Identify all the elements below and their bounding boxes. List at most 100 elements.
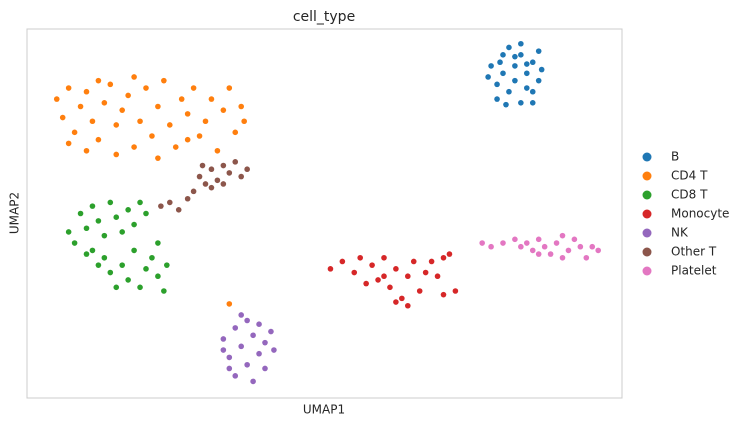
point (95, 262, 102, 268)
point (196, 173, 203, 180)
point (387, 284, 393, 291)
point (244, 166, 250, 173)
point (65, 85, 72, 91)
point (250, 332, 256, 339)
point (113, 284, 120, 291)
y-axis-label: UMAP2 (8, 192, 22, 234)
point (500, 52, 506, 58)
point (559, 254, 566, 261)
point (131, 221, 137, 228)
point (89, 118, 96, 125)
point (369, 262, 375, 268)
point (71, 129, 78, 136)
point (208, 96, 215, 102)
point (101, 232, 108, 239)
point (172, 144, 179, 150)
point (196, 133, 203, 139)
point (53, 96, 60, 102)
point (524, 70, 530, 77)
point (524, 61, 530, 67)
point (89, 203, 96, 209)
point (524, 85, 530, 91)
legend-label: NK (671, 226, 689, 240)
point (452, 288, 459, 294)
legend-marker (642, 190, 652, 200)
point (226, 365, 233, 372)
point (190, 188, 197, 195)
point (529, 100, 536, 106)
point (535, 77, 542, 84)
point (529, 59, 536, 66)
point (262, 365, 268, 372)
point (208, 184, 215, 191)
point (488, 63, 494, 69)
point (107, 81, 114, 88)
point (83, 147, 90, 154)
legend-marker (642, 247, 652, 257)
point (155, 155, 161, 161)
point (107, 269, 114, 276)
point (244, 317, 250, 324)
point (149, 254, 155, 261)
point (518, 243, 524, 250)
point (155, 273, 161, 280)
point (500, 70, 506, 77)
point (381, 273, 387, 280)
point (175, 207, 182, 213)
legend-label: CD8 T (671, 188, 708, 202)
legend-marker (642, 171, 652, 181)
point (529, 88, 536, 95)
point (113, 122, 120, 128)
legend-marker (642, 209, 652, 219)
point (524, 240, 530, 246)
legend-label: CD4 T (671, 169, 708, 183)
point (77, 210, 84, 217)
point (535, 236, 542, 243)
point (518, 52, 524, 58)
point (95, 77, 102, 84)
point (434, 273, 441, 280)
point (164, 262, 170, 268)
point (238, 103, 244, 110)
point (143, 210, 149, 217)
point (220, 336, 227, 342)
point (143, 266, 149, 272)
point (226, 85, 233, 91)
point (327, 266, 334, 272)
point (440, 291, 447, 298)
point (232, 373, 239, 379)
legend-label: Platelet (671, 264, 717, 278)
point (428, 258, 435, 265)
point (375, 277, 381, 283)
point (529, 247, 536, 254)
point (125, 207, 131, 213)
point (89, 247, 96, 254)
point (119, 262, 125, 268)
legend-marker (642, 152, 652, 162)
point (416, 288, 423, 294)
point (547, 251, 554, 257)
point (503, 101, 509, 108)
point (131, 144, 137, 150)
point (512, 53, 518, 60)
point (494, 81, 500, 88)
point (405, 302, 411, 309)
point (226, 170, 233, 176)
point (589, 243, 596, 250)
point (155, 240, 161, 246)
point (232, 325, 239, 331)
point (137, 284, 143, 291)
point (256, 321, 262, 328)
point (119, 229, 125, 235)
point (202, 118, 209, 125)
point (256, 350, 262, 357)
point (381, 254, 387, 261)
x-axis-label: UMAP1 (303, 403, 345, 417)
point (518, 100, 524, 106)
point (101, 100, 108, 106)
point (518, 40, 524, 47)
legend-label: Other T (671, 245, 717, 259)
point (77, 103, 84, 110)
legend-marker (642, 266, 652, 276)
